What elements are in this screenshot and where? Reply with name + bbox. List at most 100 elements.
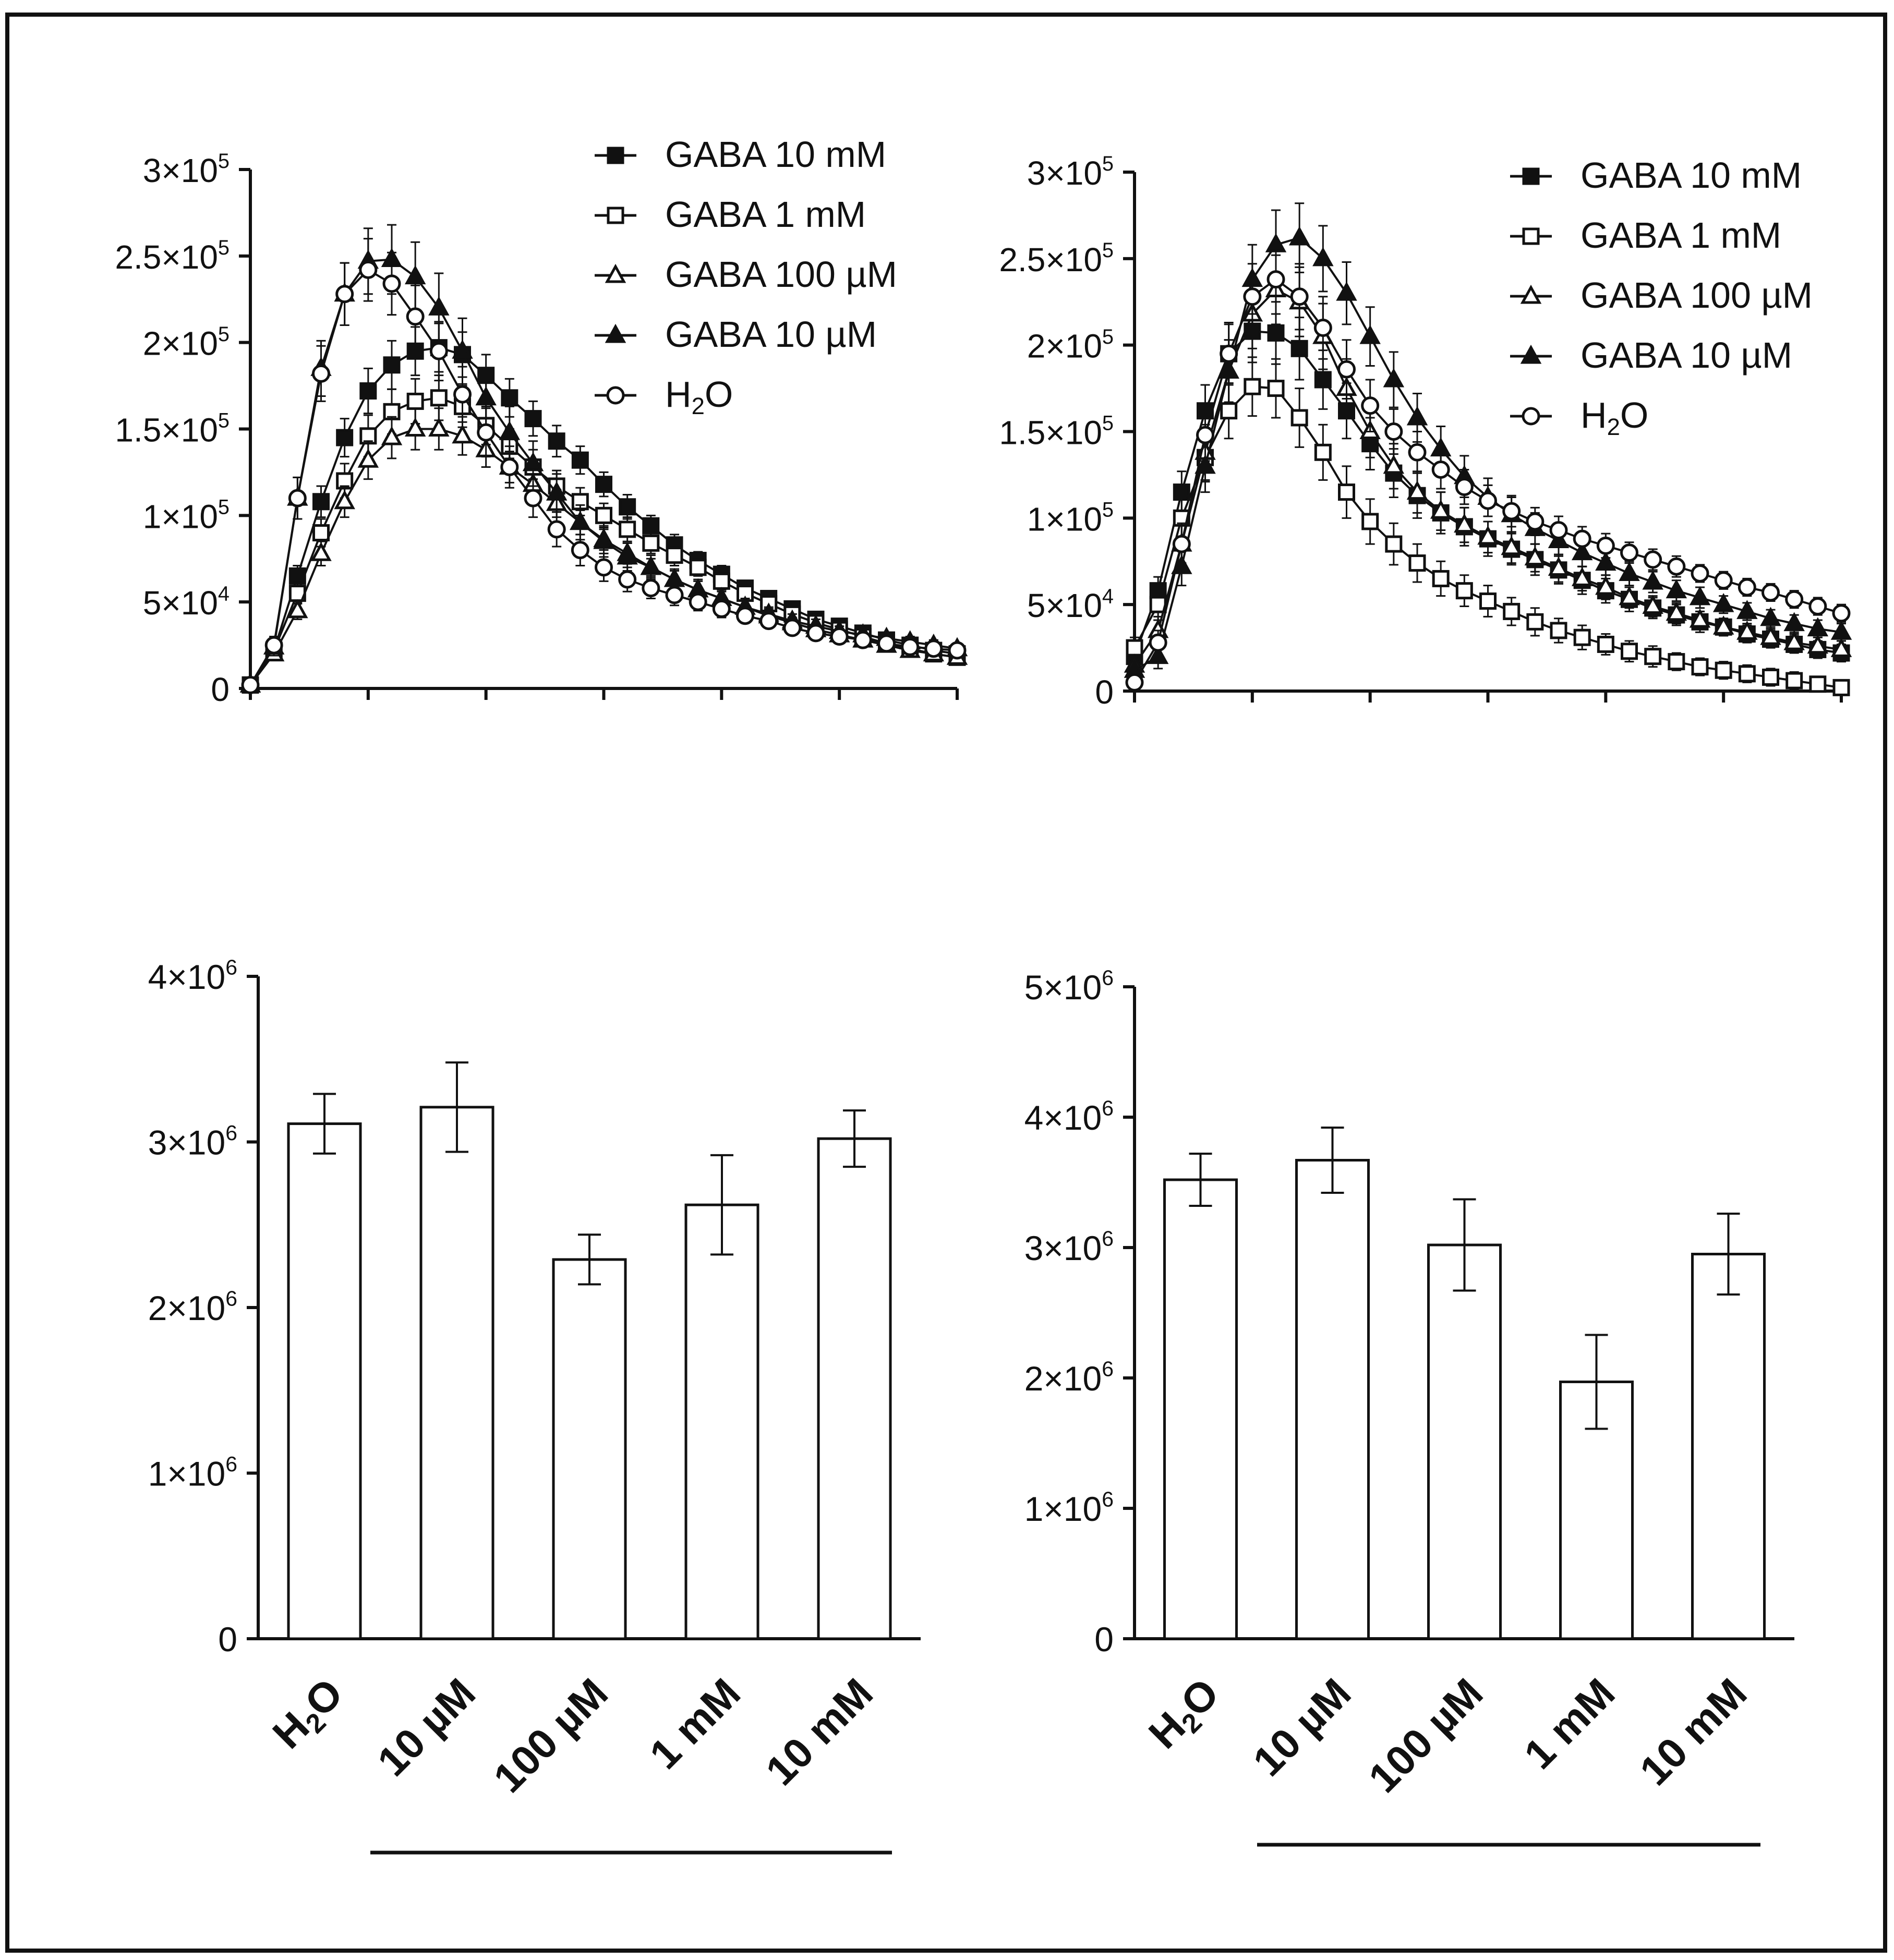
data-point-circle <box>1455 478 1474 497</box>
data-point-circle <box>1714 571 1733 590</box>
y-tick-label: 4×106 <box>148 955 237 996</box>
y-tick-mantissa: 5×10 <box>1024 968 1102 1007</box>
data-point-square <box>524 410 542 428</box>
label-main: GABA 1 mM <box>665 194 866 235</box>
data-point-circle <box>736 607 754 625</box>
data-point-triangle <box>1595 575 1616 595</box>
legend-label: GABA 10 mM <box>1581 155 1802 196</box>
category-label: 100 µM <box>485 1669 617 1801</box>
label-main: 1 mM <box>641 1669 749 1778</box>
data-point-triangle <box>1807 617 1829 637</box>
data-point-square <box>1832 679 1850 696</box>
data-point-circle <box>241 675 260 694</box>
y-tick-mantissa: 4×10 <box>1024 1098 1102 1137</box>
data-point-triangle <box>1501 536 1522 555</box>
data-point-circle <box>595 558 613 577</box>
data-point-triangle <box>617 545 638 565</box>
data-point-triangle <box>1689 586 1711 606</box>
y-tick-exponent: 6 <box>1102 965 1114 989</box>
data-point-square <box>1455 582 1473 600</box>
data-point-square <box>1573 628 1591 646</box>
data-point-triangle <box>1454 513 1475 533</box>
y-tick-exponent: 6 <box>225 1452 237 1476</box>
data-point-triangle <box>1383 454 1405 474</box>
data-point-square <box>406 392 424 410</box>
y-tick-mantissa: 0 <box>218 1620 237 1659</box>
data-point-square <box>430 389 448 407</box>
label-main: 10 µM <box>1244 1669 1359 1785</box>
data-point-triangle <box>1406 480 1428 500</box>
label-main: GABA 100 µM <box>1581 275 1813 316</box>
y-tick-label: 2.5×105 <box>999 239 1114 279</box>
data-point-circle <box>1762 583 1780 602</box>
data-point-triangle <box>1520 344 1542 364</box>
bar <box>1295 1159 1370 1640</box>
y-tick-mantissa: 2×10 <box>148 1289 226 1327</box>
data-point-circle <box>359 260 378 279</box>
series-h2o <box>241 238 967 694</box>
data-point-square <box>383 356 401 374</box>
data-point-square <box>607 207 624 224</box>
y-tick-label: 2×106 <box>1024 1357 1114 1398</box>
data-point-circle <box>1808 597 1827 615</box>
data-point-square <box>689 559 707 576</box>
y-tick-label: 5×106 <box>1024 965 1114 1007</box>
data-point-circle <box>1313 319 1332 337</box>
data-point-circle <box>1149 633 1167 652</box>
y-tick-exponent: 5 <box>218 409 230 432</box>
data-point-square <box>642 517 660 535</box>
y-tick-label: 2×105 <box>1027 325 1114 365</box>
data-point-circle <box>948 641 967 660</box>
category-label: 10 µM <box>369 1669 484 1785</box>
data-point-square <box>642 534 660 552</box>
y-tick-label: 1×106 <box>1024 1487 1114 1528</box>
data-point-circle <box>1384 422 1403 441</box>
data-point-square <box>1267 324 1285 342</box>
y-tick-label: 5×104 <box>1027 585 1114 624</box>
data-point-square <box>619 498 636 516</box>
data-point-triangle <box>404 417 426 437</box>
data-point-square <box>1290 340 1308 357</box>
data-point-circle <box>1832 604 1851 623</box>
y-tick-mantissa: 2.5×10 <box>115 238 218 276</box>
data-point-square <box>1408 554 1426 572</box>
category-label: 10 mM <box>1631 1669 1756 1794</box>
y-tick-mantissa: 0 <box>1094 1620 1114 1659</box>
data-point-circle <box>429 342 448 360</box>
data-point-square <box>1126 639 1143 657</box>
bar <box>287 1122 362 1640</box>
data-point-triangle <box>381 426 403 445</box>
data-point-circle <box>783 619 802 637</box>
data-point-circle <box>1667 557 1686 576</box>
data-point-triangle <box>522 452 544 471</box>
label-tail: O <box>705 374 733 415</box>
y-tick-label: 5×104 <box>143 582 230 622</box>
y-tick-mantissa: 3×10 <box>148 1123 226 1162</box>
data-point-square <box>312 524 330 541</box>
data-point-square <box>1522 167 1540 185</box>
label-main: 10 mM <box>757 1669 882 1794</box>
data-point-circle <box>1644 550 1662 569</box>
data-point-circle <box>853 631 872 649</box>
data-point-circle <box>288 489 307 507</box>
data-point-circle <box>500 457 519 476</box>
y-tick-label: 1×105 <box>1027 498 1114 538</box>
y-tick-label: 1.5×105 <box>115 409 230 449</box>
data-point-square <box>1644 648 1662 666</box>
data-point-triangle <box>1520 284 1542 304</box>
y-tick-exponent: 6 <box>1102 1226 1114 1250</box>
data-point-circle <box>1526 512 1545 531</box>
label-main: 10 µM <box>369 1669 484 1785</box>
data-point-circle <box>1479 491 1497 510</box>
legend-label: H2O <box>1581 395 1648 440</box>
bar <box>1163 1178 1238 1640</box>
data-point-circle <box>806 624 825 643</box>
data-point-square <box>1809 675 1827 693</box>
y-tick-label: 3×105 <box>143 150 230 189</box>
y-tick-label: 2×105 <box>143 323 230 362</box>
data-point-square <box>1314 371 1332 389</box>
y-tick-exponent: 4 <box>1102 585 1114 608</box>
y-tick-mantissa: 1.5×10 <box>115 412 218 449</box>
data-point-triangle <box>1595 551 1616 571</box>
y-tick-mantissa: 2.5×10 <box>999 241 1102 279</box>
